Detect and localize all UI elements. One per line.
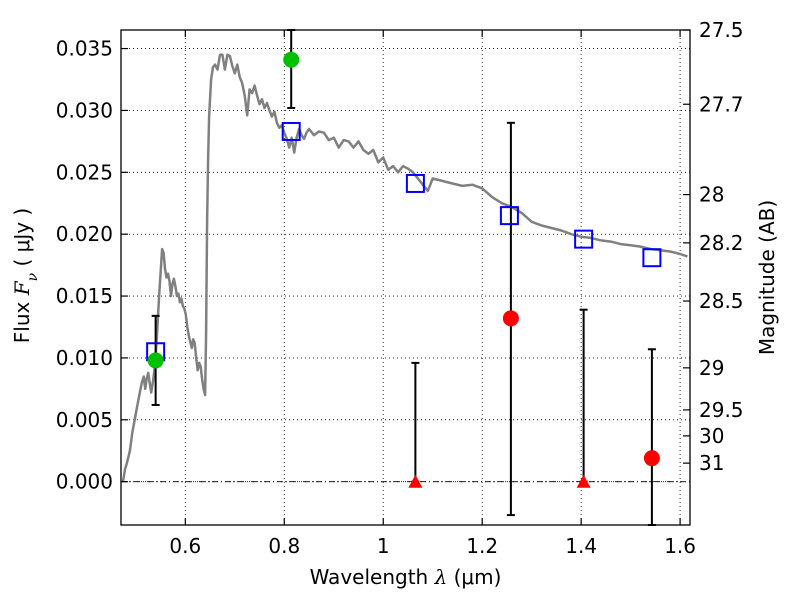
x-tick-label: 1.2: [466, 534, 498, 558]
magnitude-tick-label: 29.5: [699, 398, 744, 422]
detection-point: [643, 450, 660, 467]
plot-frame: [120, 29, 691, 526]
y-tick-label: 0.025: [56, 160, 113, 184]
magnitude-tick-label: 30: [699, 424, 724, 448]
magnitude-tick-label: 28.5: [699, 289, 744, 313]
magnitude-tick-label: 27.7: [699, 92, 744, 116]
model-square-point: [281, 121, 301, 141]
y-axis-label: Flux Fν ( μJy ): [10, 208, 41, 343]
grid-lines: [121, 30, 690, 525]
y-tick-label: 0.030: [56, 98, 113, 122]
model-square-point: [405, 173, 425, 193]
x-tick-label: 1.6: [664, 534, 696, 558]
x-tick-label: 1: [377, 534, 390, 558]
magnitude-tick-label: 28: [699, 183, 724, 207]
non-detection-triangle: [576, 474, 591, 488]
detection-point: [147, 352, 164, 369]
axis-ticks: 0.6 0.8 1 1.2 1.4 1.6 0.000 0.005 0.010 0.015 0.02…: [56, 18, 744, 558]
magnitude-tick-label: 29: [699, 356, 724, 380]
x-tick-label: 1.4: [565, 534, 597, 558]
x-axis-label: Wavelength λ (μm): [310, 565, 502, 589]
y-tick-label: 0.035: [56, 37, 113, 61]
magnitude-axis-label: Magnitude (AB): [755, 200, 779, 355]
magnitude-tick-label: 28.2: [699, 231, 744, 255]
non-detection-triangle: [408, 474, 423, 488]
x-tick-label: 0.8: [268, 534, 300, 558]
magnitude-tick-label: 27.5: [699, 18, 744, 42]
y-tick-label: 0.020: [56, 222, 113, 246]
y-tick-label: 0.000: [56, 470, 113, 494]
magnitude-tick-label: 31: [699, 451, 724, 475]
model-square-point: [642, 248, 662, 268]
model-square-point: [499, 206, 519, 226]
y-tick-label: 0.005: [56, 408, 113, 432]
model-square-point: [574, 229, 594, 249]
data-marks: [146, 29, 662, 526]
y-tick-label: 0.010: [56, 346, 113, 370]
sed-model-curve: [121, 53, 688, 482]
detection-point: [502, 310, 519, 327]
y-tick-label: 0.015: [56, 284, 113, 308]
detection-point: [283, 51, 300, 68]
x-tick-label: 0.6: [169, 534, 201, 558]
